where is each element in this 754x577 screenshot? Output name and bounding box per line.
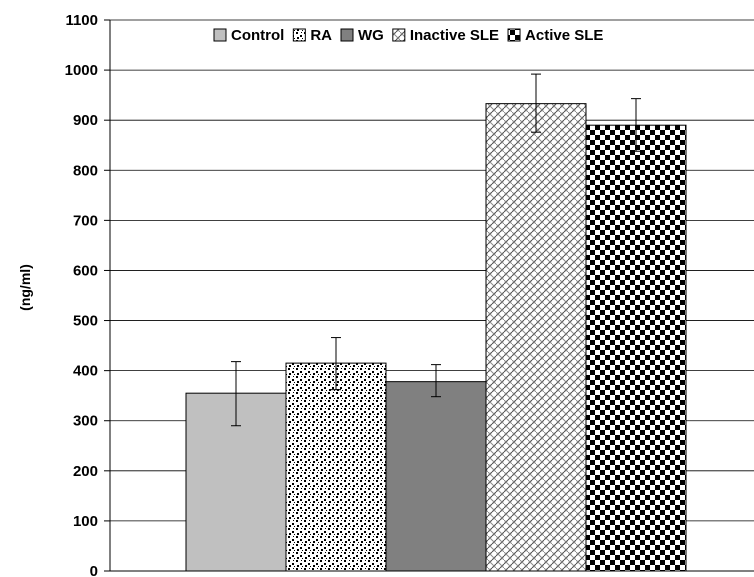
y-tick-label: 1100 — [65, 12, 98, 29]
legend-label-wg: WG — [358, 27, 384, 44]
y-tick-label: 1000 — [65, 62, 98, 79]
y-tick-label: 500 — [73, 313, 98, 330]
bar-inactive-sle — [485, 103, 587, 572]
legend-swatch-wg — [340, 28, 354, 42]
y-axis-title: (ng/ml) — [17, 264, 33, 311]
legend-swatch-control — [213, 28, 227, 42]
y-tick-labels: 0 100 200 300 400 500 600 700 800 900 1000 1100 — [65, 12, 110, 577]
bars — [185, 103, 687, 572]
y-tick-label: 100 — [73, 513, 98, 530]
legend-swatch-active-sle — [507, 28, 521, 42]
legend-label-ra: RA — [310, 27, 332, 44]
bar-wg — [385, 381, 487, 572]
y-tick-label: 0 — [90, 563, 98, 577]
y-tick-label: 900 — [73, 112, 98, 129]
legend-label-control: Control — [231, 27, 284, 44]
legend-swatch-ra — [292, 28, 306, 42]
y-tick-label: 400 — [73, 363, 98, 380]
legend: Control RA WG Inactive SLE Active SLE — [213, 27, 603, 44]
legend-label-active-sle: Active SLE — [525, 27, 603, 44]
y-tick-label: 700 — [73, 212, 98, 229]
legend-label-inactive-sle: Inactive SLE — [410, 27, 499, 44]
bar-ra — [285, 362, 387, 572]
y-tick-label: 800 — [73, 162, 98, 179]
y-tick-label: 600 — [73, 262, 98, 279]
legend-swatch-inactive-sle — [392, 28, 406, 42]
y-tick-label: 300 — [73, 413, 98, 430]
bar-active-sle — [585, 124, 687, 572]
error-bars — [231, 73, 641, 427]
y-tick-label: 200 — [73, 463, 98, 480]
